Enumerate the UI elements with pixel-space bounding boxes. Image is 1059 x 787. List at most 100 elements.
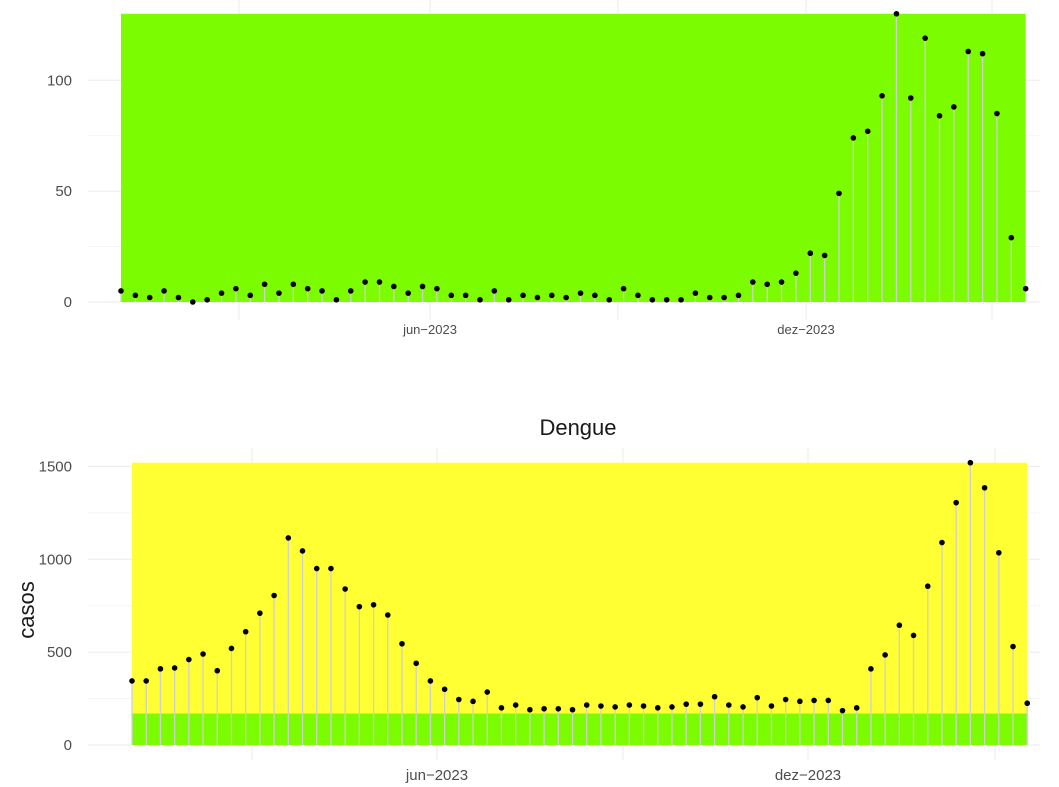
- data-point: [706, 294, 713, 301]
- data-point: [347, 288, 354, 294]
- data-point: [678, 296, 684, 303]
- data-point: [850, 135, 857, 141]
- data-point: [649, 296, 656, 303]
- data-point: [1010, 643, 1016, 650]
- background-band: [132, 462, 1028, 714]
- data-point: [456, 696, 462, 703]
- data-point: [157, 666, 164, 672]
- data-point: [146, 294, 153, 301]
- data-point: [427, 678, 434, 684]
- data-point: [606, 296, 613, 303]
- data-point: [132, 292, 139, 299]
- data-point: [882, 652, 888, 658]
- data-point: [612, 704, 618, 710]
- data-point: [896, 622, 903, 629]
- data-point: [319, 288, 325, 294]
- data-point: [853, 705, 860, 711]
- dengue-chart: 0 500 1000 1500 jun−2023 dez−2023 Dengue casos: [14, 415, 1040, 784]
- data-point: [549, 292, 555, 299]
- x-tick-label: dez−2023: [775, 767, 841, 784]
- data-point: [384, 612, 391, 618]
- data-point: [979, 50, 986, 57]
- data-point: [839, 707, 846, 714]
- data-point: [1022, 285, 1029, 292]
- data-point: [391, 283, 397, 290]
- data-point: [413, 660, 420, 667]
- data-point: [577, 290, 584, 296]
- data-point: [228, 645, 235, 652]
- x-tick-label: jun−2023: [402, 322, 457, 337]
- data-point: [405, 290, 412, 296]
- y-tick-label: 0: [64, 294, 72, 311]
- data-point: [448, 292, 455, 299]
- y-tick-label: 1000: [39, 551, 72, 568]
- data-point: [797, 698, 803, 705]
- data-point: [520, 292, 526, 299]
- data-point: [342, 586, 348, 592]
- data-point: [726, 702, 732, 708]
- data-point: [313, 565, 320, 572]
- data-point: [721, 294, 727, 301]
- data-point: [967, 459, 974, 466]
- background-band: [121, 13, 1026, 302]
- data-point: [200, 651, 206, 657]
- data-point: [462, 292, 469, 299]
- data-point: [936, 112, 943, 119]
- data-point: [233, 285, 239, 292]
- data-point: [204, 296, 210, 303]
- data-point: [175, 294, 182, 301]
- data-point: [821, 252, 828, 259]
- data-point: [778, 279, 785, 285]
- data-point: [333, 296, 340, 303]
- data-point: [276, 290, 282, 296]
- data-point: [441, 686, 448, 693]
- y-tick-label: 0: [64, 737, 72, 754]
- data-point: [939, 539, 945, 546]
- data-point: [583, 702, 590, 708]
- data-point: [683, 701, 689, 707]
- data-point: [669, 704, 675, 710]
- data-point: [825, 697, 832, 704]
- data-point: [186, 656, 192, 663]
- data-point: [807, 250, 814, 257]
- x-tick-label: jun−2023: [405, 767, 468, 784]
- data-point: [1024, 700, 1031, 707]
- data-point: [868, 666, 874, 672]
- data-point: [996, 549, 1002, 556]
- data-point: [1008, 234, 1015, 241]
- data-point: [362, 279, 368, 285]
- y-tick-label: 100: [47, 72, 72, 89]
- data-point: [782, 696, 789, 703]
- data-point: [218, 290, 225, 296]
- data-point: [247, 292, 254, 299]
- data-point: [242, 628, 249, 635]
- data-point: [768, 703, 775, 709]
- data-point: [541, 705, 547, 712]
- data-point: [512, 702, 519, 708]
- data-point: [505, 296, 512, 303]
- data-point: [922, 35, 928, 41]
- data-point: [697, 701, 704, 707]
- data-point: [711, 693, 718, 700]
- data-point: [910, 632, 917, 639]
- data-point: [654, 705, 661, 711]
- data-point: [908, 95, 914, 101]
- data-point: [118, 288, 124, 294]
- data-point: [214, 667, 221, 674]
- data-point: [356, 603, 363, 610]
- data-point: [764, 281, 770, 288]
- data-point: [750, 279, 756, 285]
- data-point: [470, 698, 476, 705]
- data-point: [635, 292, 641, 299]
- data-point: [626, 702, 633, 708]
- y-axis-label: casos: [14, 581, 39, 638]
- data-point: [290, 281, 297, 288]
- data-point: [484, 689, 491, 695]
- data-point: [598, 703, 604, 709]
- data-point: [951, 104, 957, 110]
- data-point: [864, 128, 871, 135]
- data-point: [376, 279, 383, 285]
- data-point: [171, 665, 178, 671]
- data-point: [811, 697, 817, 704]
